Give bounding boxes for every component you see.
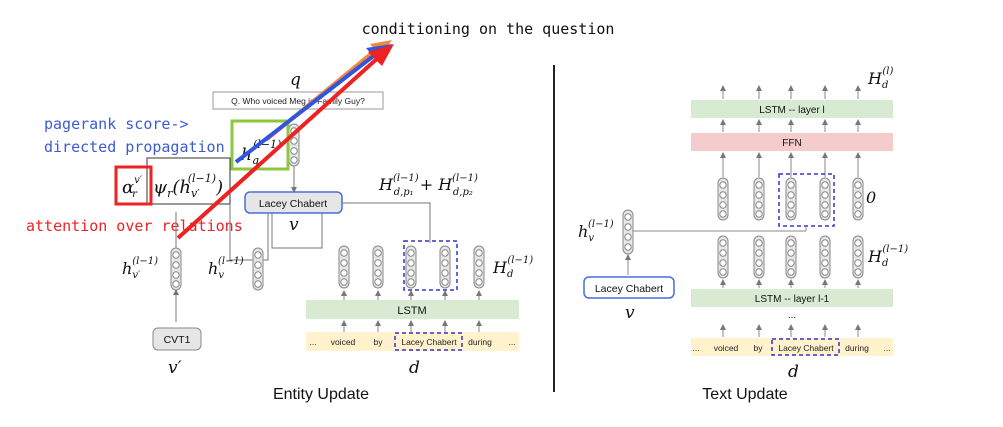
conditioning-arrows [176,40,394,240]
alpha-label: αv′ r [122,175,143,200]
h-sum-label: H(l−1) d,p₁ + H(l−1) d,p₂ [378,173,478,198]
left-token-vectors [338,245,485,333]
right-mid-vector-1 [753,177,765,221]
attention-label: attention over relations [26,217,243,235]
h-vprime-label: hv′(l−1) [122,256,158,281]
hd-top-label: Hd(l) [867,66,893,91]
right-lstm-top-label: LSTM -- layer l [759,105,825,116]
entity-update-caption: Entity Update [273,386,369,403]
right-token-highlight [771,338,840,356]
entity-update-panel: q Q. Who voiced Meg in Family Guy? hq(l−… [26,40,533,403]
text-update-caption: Text Update [702,386,787,403]
text-update-panel: Hd(l) LSTM -- layer l FFN 0 hv(l−1) [578,66,908,403]
right-lstm-bottom-label: LSTM -- layer l-1 [755,294,830,305]
right-mid-vector-2 [785,177,797,221]
right-tokens: ... voiced by Lacey Chabert during... [692,343,890,353]
vprime-symbol: v′ [168,358,182,378]
entity-node-label: Lacey Chabert [259,198,327,210]
cvt-node-label: CVT1 [164,334,191,346]
d-symbol-left: d [409,358,420,378]
left-token-4: during [468,337,492,347]
left-text-vector-2 [405,245,417,289]
h-vprime-vector [170,247,182,291]
right-low-vector-2 [785,235,797,279]
left-lstm-bar [306,300,519,319]
h-v-vector [252,247,264,291]
right-lstm-bottom-bar [691,289,893,307]
left-token-1: voiced [331,337,356,347]
entity-node-lacey [244,191,343,214]
right-token-0: ... [692,343,699,353]
right-entity-node [583,276,675,299]
right-token-3: Lacey Chabert [778,343,834,353]
right-token-1: voiced [714,343,739,353]
left-lstm-label: LSTM [397,305,426,317]
left-token-3: Lacey Chabert [401,337,457,347]
left-token-2: by [374,337,384,347]
left-token-bar [306,332,519,351]
right-token-4: during [845,343,869,353]
right-v-symbol: v [625,303,635,323]
q-symbol: q [290,70,301,90]
right-h-v-vector [622,209,634,255]
left-token-0: ... [309,337,316,347]
entity-to-text-edge [342,202,431,243]
right-lstm-top-bar [691,100,893,118]
hd-label-left: Hd(l−1) [492,255,533,280]
cvt-node [152,327,202,351]
left-token-5: ... [508,337,515,347]
left-tokens: ... voiced by Lacey Chabert during... [309,337,515,347]
right-hd-label: Hd(l−1) [867,244,908,269]
question-text: Q. Who voiced Meg in Family Guy? [231,96,365,106]
right-d-symbol: d [788,362,799,382]
right-low-vector-3 [819,235,831,279]
right-low-vector-1 [753,235,765,279]
v-symbol: v [289,215,299,235]
left-text-vector-4 [473,245,485,289]
psi-term: ψr(hv′(l−1)) [153,172,223,200]
right-entity-node-label: Lacey Chabert [595,283,663,295]
right-ffn-label: FFN [782,138,801,149]
right-mid-vector-0 [717,177,729,221]
h-v-label: hv(l−1) [208,256,244,281]
conditioning-annotation: conditioning on the question [362,20,615,38]
right-low-vectors [717,235,864,337]
self-loop-edge [271,213,323,249]
right-mid-vector-3 [819,177,831,221]
right-mid-vector-4 [852,177,864,221]
left-text-vector-3 [439,245,451,289]
zero-label: 0 [866,188,876,207]
right-top-arrows [720,85,861,132]
question-box [212,91,384,110]
right-low-vector-4 [852,235,864,279]
left-text-vector-0 [338,245,350,289]
right-token-bar [691,338,893,356]
left-entity-span-highlight [403,240,458,291]
right-ffn-bar [691,133,893,151]
relation-box [146,157,231,205]
hv-edge [229,204,269,261]
h-q-highlight [230,119,290,171]
right-dots: ... [788,310,796,321]
right-h-v-label: hv(l−1) [578,219,614,244]
alpha-highlight [114,165,153,206]
directed-propagation-label: directed propagation [44,138,225,156]
right-mid-vectors [717,152,864,221]
right-low-vector-0 [717,235,729,279]
left-text-vector-1 [372,245,384,289]
right-token-5: ... [883,343,890,353]
right-token-2: by [754,343,764,353]
pagerank-label: pagerank score-> [44,115,189,133]
